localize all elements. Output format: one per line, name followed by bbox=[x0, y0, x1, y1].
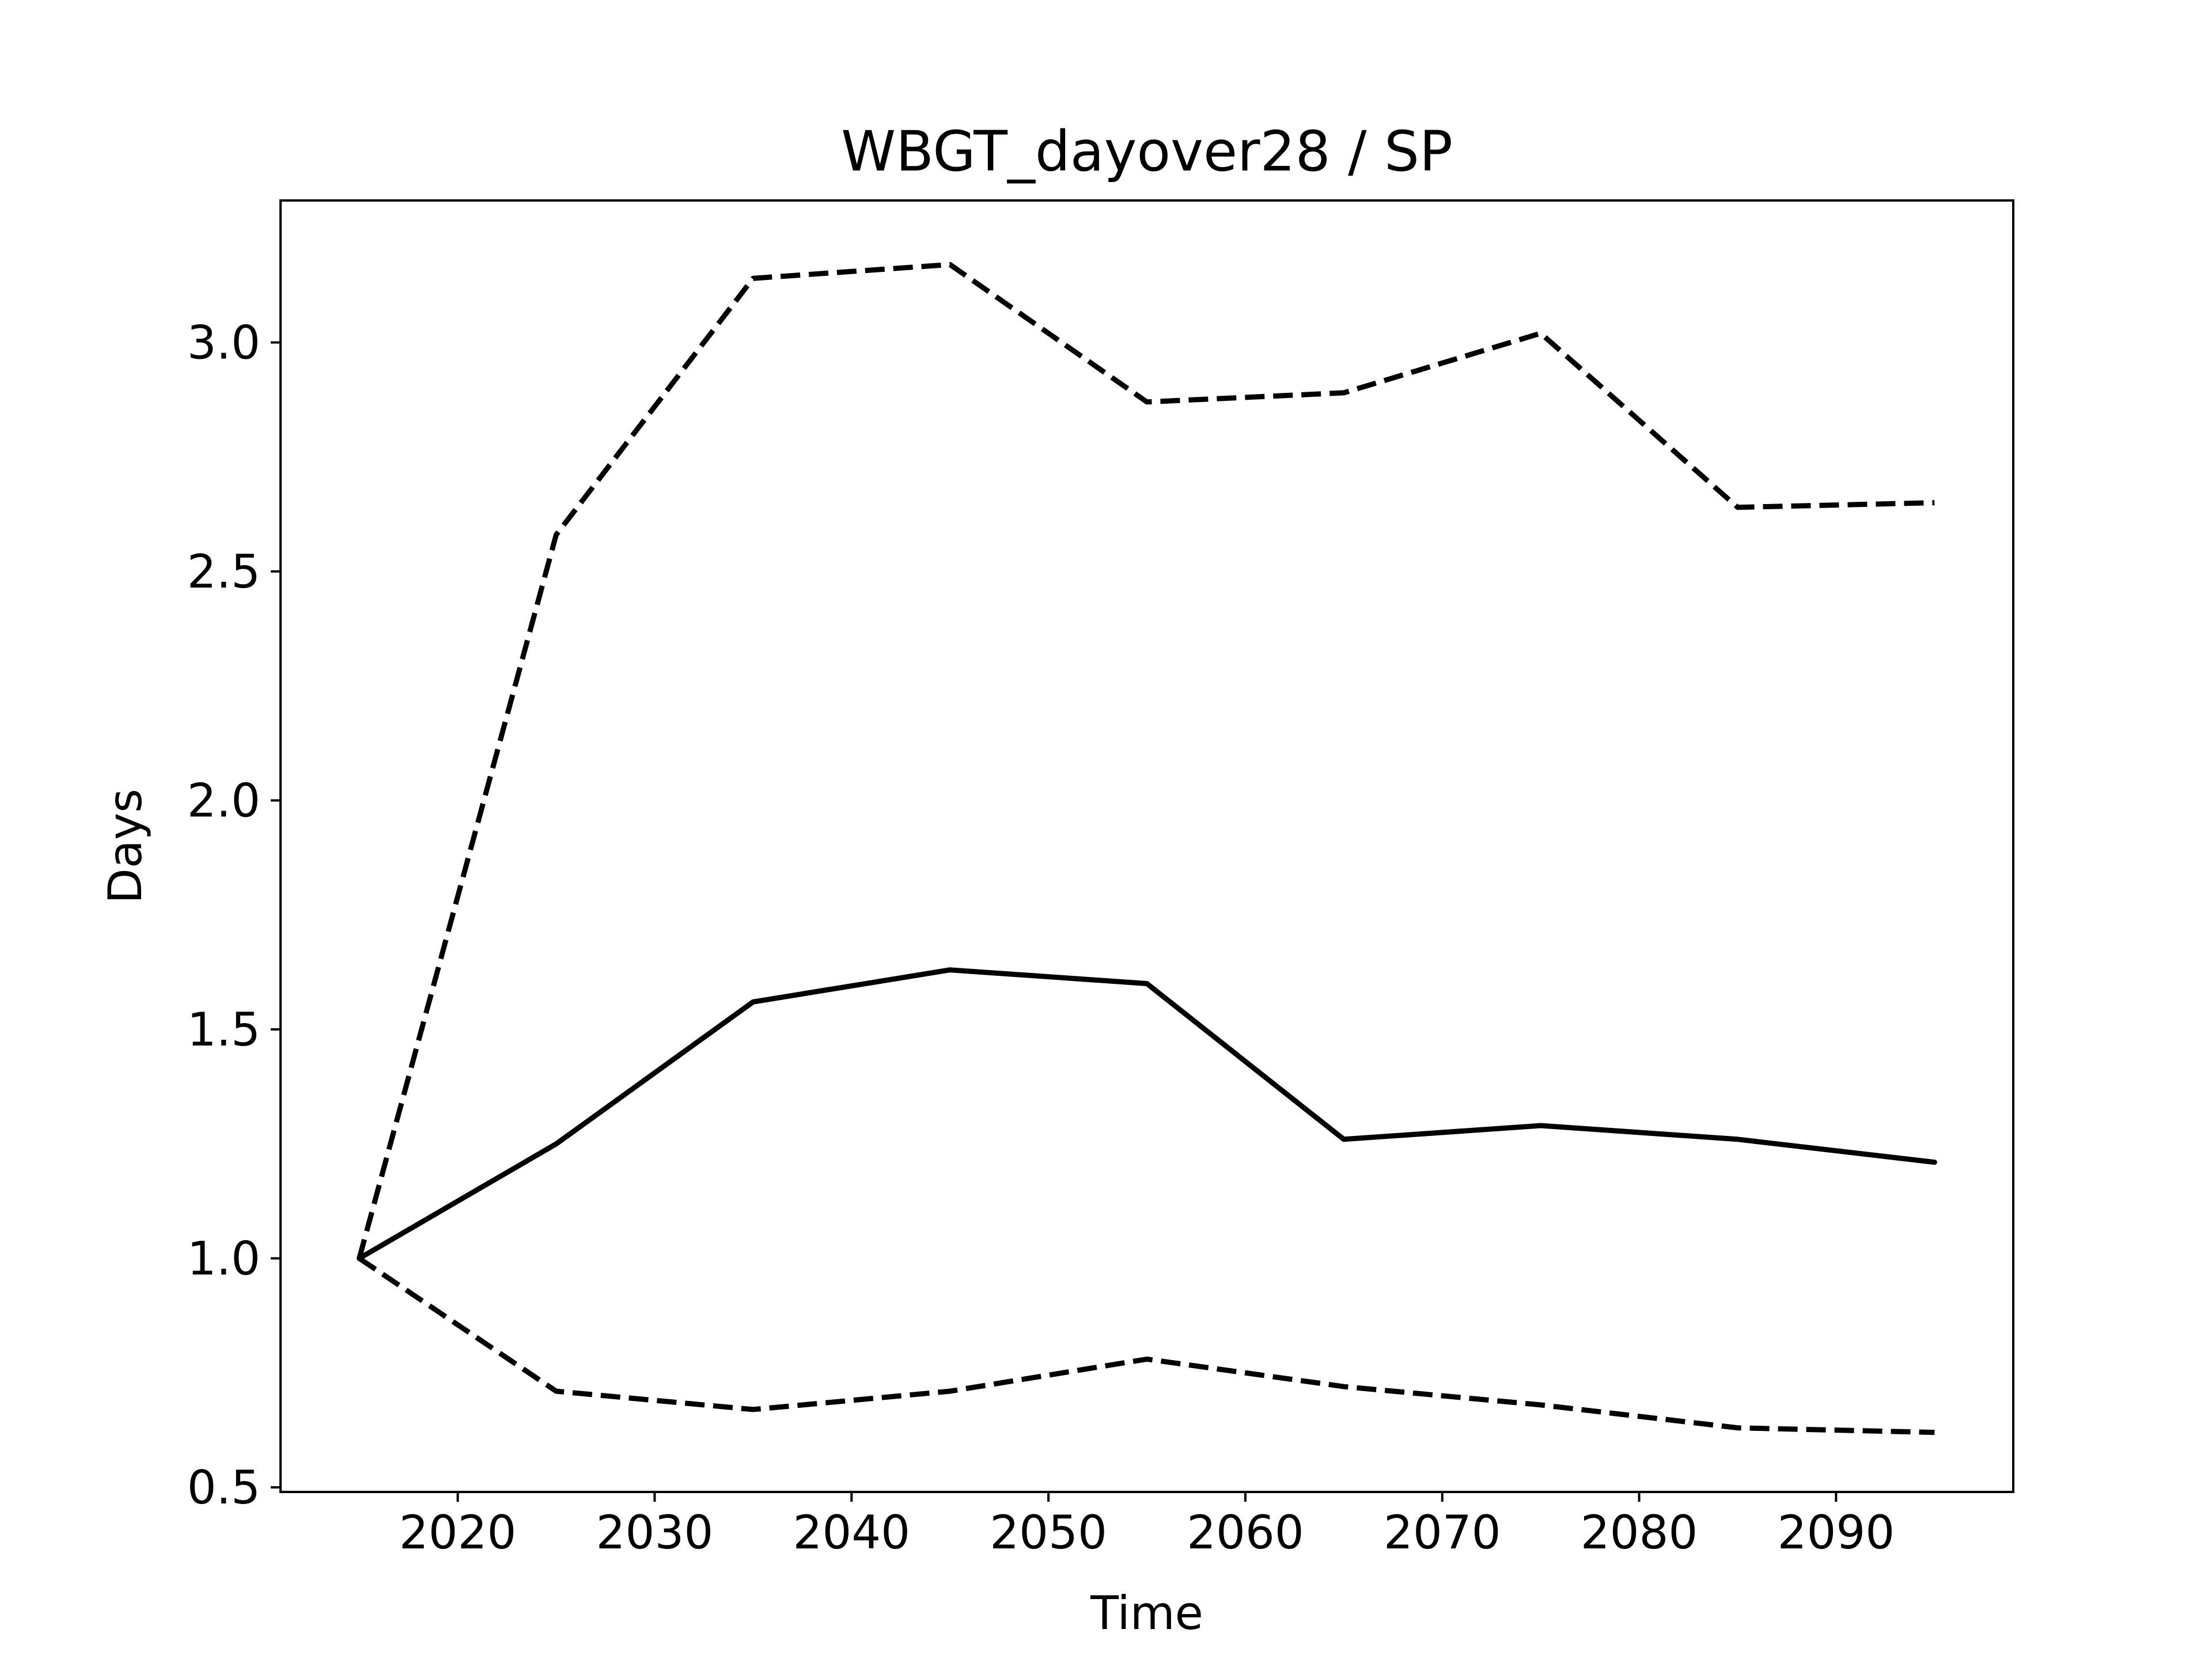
series-line-3 bbox=[358, 1256, 1935, 1435]
x-tick-label: 2040 bbox=[793, 1506, 910, 1559]
x-tick-label: 2070 bbox=[1384, 1506, 1501, 1559]
series-line-2 bbox=[357, 967, 1937, 1261]
chart-title: WBGT_dayover28 / SP bbox=[841, 119, 1453, 184]
y-tick-label: 0.5 bbox=[187, 1461, 260, 1514]
y-axis: 0.5 1.0 1.5 2.0 2.5 3.0 bbox=[187, 316, 281, 1514]
y-axis-label: Days bbox=[99, 789, 152, 904]
y-tick-label: 2.5 bbox=[187, 545, 260, 599]
x-axis-label: Time bbox=[1090, 1586, 1203, 1640]
x-tick-label: 2080 bbox=[1581, 1506, 1698, 1559]
series-line-1 bbox=[357, 262, 1935, 1259]
x-tick-label: 2090 bbox=[1778, 1506, 1895, 1559]
y-tick-label: 2.0 bbox=[187, 774, 260, 827]
x-axis: 2020 2030 2040 2050 2060 2070 2080 2090 bbox=[399, 1492, 1895, 1559]
x-tick-label: 2030 bbox=[596, 1506, 714, 1559]
y-tick-label: 1.0 bbox=[187, 1232, 260, 1286]
axes-frame bbox=[279, 199, 2014, 1493]
x-tick-label: 2020 bbox=[399, 1506, 517, 1559]
y-tick-label: 3.0 bbox=[187, 316, 260, 369]
x-tick-label: 2060 bbox=[1187, 1506, 1304, 1559]
plot-area bbox=[357, 262, 1937, 1435]
y-tick-label: 1.5 bbox=[187, 1003, 260, 1056]
x-tick-label: 2050 bbox=[990, 1506, 1107, 1559]
